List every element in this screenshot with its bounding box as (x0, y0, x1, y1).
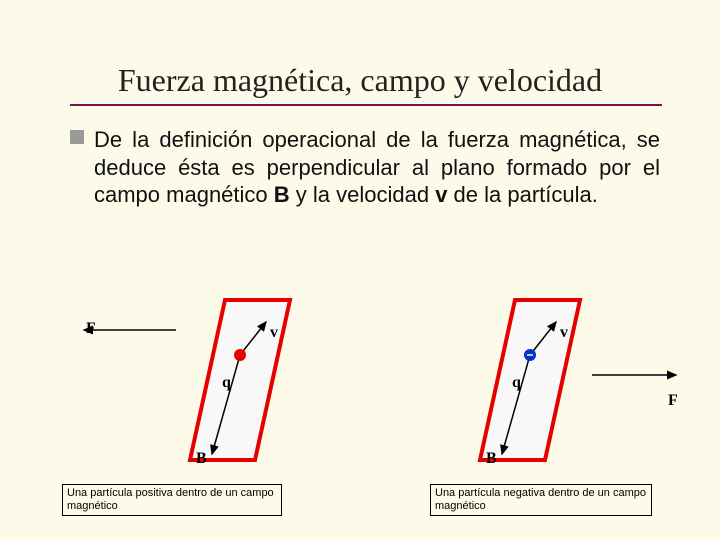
diagram-positive (80, 300, 340, 470)
body-text-part2: y la velocidad (290, 182, 436, 207)
label-q-right: q (512, 374, 521, 392)
slide-title: Fuerza magnética, campo y velocidad (0, 62, 720, 99)
label-F-right: F (668, 392, 678, 410)
particle-positive (234, 349, 246, 361)
body-text-v: v (435, 182, 447, 207)
bullet-square-icon (70, 130, 84, 144)
title-underline (70, 104, 662, 106)
label-F-left: F (86, 320, 96, 338)
body-text-part3: de la partícula. (447, 182, 597, 207)
diagram-negative (370, 300, 700, 470)
label-B-right: B (486, 450, 497, 468)
caption-positive: Una partícula positiva dentro de un camp… (62, 484, 282, 516)
caption-negative: Una partícula negativa dentro de un camp… (430, 484, 652, 516)
label-B-left: B (196, 450, 207, 468)
label-q-left: q (222, 374, 231, 392)
label-v-left: v (270, 324, 278, 342)
label-v-right: v (560, 324, 568, 342)
body-text-B: B (274, 182, 290, 207)
body-paragraph: De la definición operacional de la fuerz… (94, 126, 660, 209)
